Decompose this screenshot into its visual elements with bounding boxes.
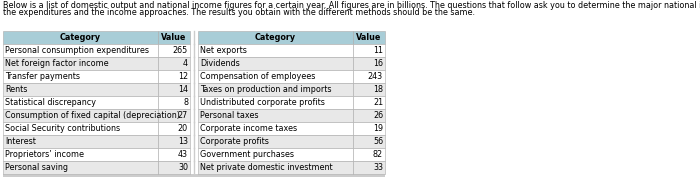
Bar bbox=[353, 57, 385, 70]
Bar bbox=[3, 174, 385, 177]
Bar bbox=[3, 148, 158, 161]
Bar bbox=[158, 148, 190, 161]
Text: Below is a list of domestic output and national income figures for a certain yea: Below is a list of domestic output and n… bbox=[3, 1, 700, 10]
Text: Social Security contributions: Social Security contributions bbox=[5, 124, 120, 133]
Bar bbox=[353, 161, 385, 174]
Bar bbox=[158, 96, 190, 109]
Bar bbox=[353, 83, 385, 96]
Text: 14: 14 bbox=[178, 85, 188, 94]
Bar bbox=[353, 70, 385, 83]
Bar bbox=[158, 109, 190, 122]
Text: 8: 8 bbox=[183, 98, 188, 107]
Bar bbox=[353, 96, 385, 109]
Text: Taxes on production and imports: Taxes on production and imports bbox=[200, 85, 332, 94]
Bar bbox=[353, 122, 385, 135]
Text: Value: Value bbox=[161, 33, 187, 42]
Text: 265: 265 bbox=[173, 46, 188, 55]
Text: Dividends: Dividends bbox=[200, 59, 239, 68]
Bar bbox=[3, 161, 158, 174]
Bar bbox=[158, 135, 190, 148]
Text: Net exports: Net exports bbox=[200, 46, 247, 55]
Text: 27: 27 bbox=[178, 111, 188, 120]
Bar bbox=[3, 31, 158, 44]
Bar bbox=[158, 122, 190, 135]
Text: Corporate income taxes: Corporate income taxes bbox=[200, 124, 297, 133]
Text: 82: 82 bbox=[373, 150, 383, 159]
Bar bbox=[198, 44, 353, 57]
Text: 18: 18 bbox=[373, 85, 383, 94]
Text: 30: 30 bbox=[178, 163, 188, 172]
Text: Statistical discrepancy: Statistical discrepancy bbox=[5, 98, 96, 107]
Text: 26: 26 bbox=[373, 111, 383, 120]
Text: 56: 56 bbox=[373, 137, 383, 146]
Bar bbox=[3, 109, 158, 122]
Bar bbox=[3, 96, 158, 109]
Text: the expenditures and the income approaches. The results you obtain with the diff: the expenditures and the income approach… bbox=[3, 8, 475, 17]
Bar bbox=[3, 135, 158, 148]
Text: Consumption of fixed capital (depreciation): Consumption of fixed capital (depreciati… bbox=[5, 111, 180, 120]
Text: 19: 19 bbox=[373, 124, 383, 133]
Text: 21: 21 bbox=[373, 98, 383, 107]
Bar bbox=[198, 57, 353, 70]
Bar bbox=[353, 109, 385, 122]
Text: 20: 20 bbox=[178, 124, 188, 133]
Text: Interest: Interest bbox=[5, 137, 36, 146]
Bar bbox=[158, 83, 190, 96]
Text: 4: 4 bbox=[183, 59, 188, 68]
Text: Personal saving: Personal saving bbox=[5, 163, 68, 172]
Bar bbox=[353, 44, 385, 57]
Bar bbox=[158, 57, 190, 70]
Text: Net foreign factor income: Net foreign factor income bbox=[5, 59, 108, 68]
Bar bbox=[158, 44, 190, 57]
Bar bbox=[353, 31, 385, 44]
Text: 33: 33 bbox=[373, 163, 383, 172]
Text: 16: 16 bbox=[373, 59, 383, 68]
Bar bbox=[158, 31, 190, 44]
Text: Category: Category bbox=[255, 33, 296, 42]
Text: Government purchases: Government purchases bbox=[200, 150, 294, 159]
Bar bbox=[353, 148, 385, 161]
Text: Category: Category bbox=[60, 33, 101, 42]
Bar bbox=[158, 161, 190, 174]
Bar bbox=[198, 135, 353, 148]
Bar bbox=[353, 135, 385, 148]
Text: 11: 11 bbox=[373, 46, 383, 55]
Bar bbox=[198, 31, 353, 44]
Text: Compensation of employees: Compensation of employees bbox=[200, 72, 316, 81]
Bar bbox=[198, 70, 353, 83]
Text: 12: 12 bbox=[178, 72, 188, 81]
Text: 43: 43 bbox=[178, 150, 188, 159]
Bar bbox=[3, 70, 158, 83]
Text: Value: Value bbox=[356, 33, 382, 42]
Bar bbox=[158, 70, 190, 83]
Text: Corporate profits: Corporate profits bbox=[200, 137, 269, 146]
Bar bbox=[198, 122, 353, 135]
Text: Proprietors’ income: Proprietors’ income bbox=[5, 150, 84, 159]
Text: 243: 243 bbox=[368, 72, 383, 81]
Text: Undistributed corporate profits: Undistributed corporate profits bbox=[200, 98, 325, 107]
Bar bbox=[3, 122, 158, 135]
Text: 13: 13 bbox=[178, 137, 188, 146]
Bar bbox=[198, 161, 353, 174]
Text: Net private domestic investment: Net private domestic investment bbox=[200, 163, 332, 172]
Bar bbox=[198, 148, 353, 161]
Text: Rents: Rents bbox=[5, 85, 27, 94]
Text: Personal taxes: Personal taxes bbox=[200, 111, 258, 120]
Text: Transfer payments: Transfer payments bbox=[5, 72, 80, 81]
Bar bbox=[3, 83, 158, 96]
Bar bbox=[198, 109, 353, 122]
Bar bbox=[3, 57, 158, 70]
Text: Personal consumption expenditures: Personal consumption expenditures bbox=[5, 46, 149, 55]
Bar bbox=[198, 96, 353, 109]
Bar bbox=[3, 44, 158, 57]
Bar bbox=[198, 83, 353, 96]
